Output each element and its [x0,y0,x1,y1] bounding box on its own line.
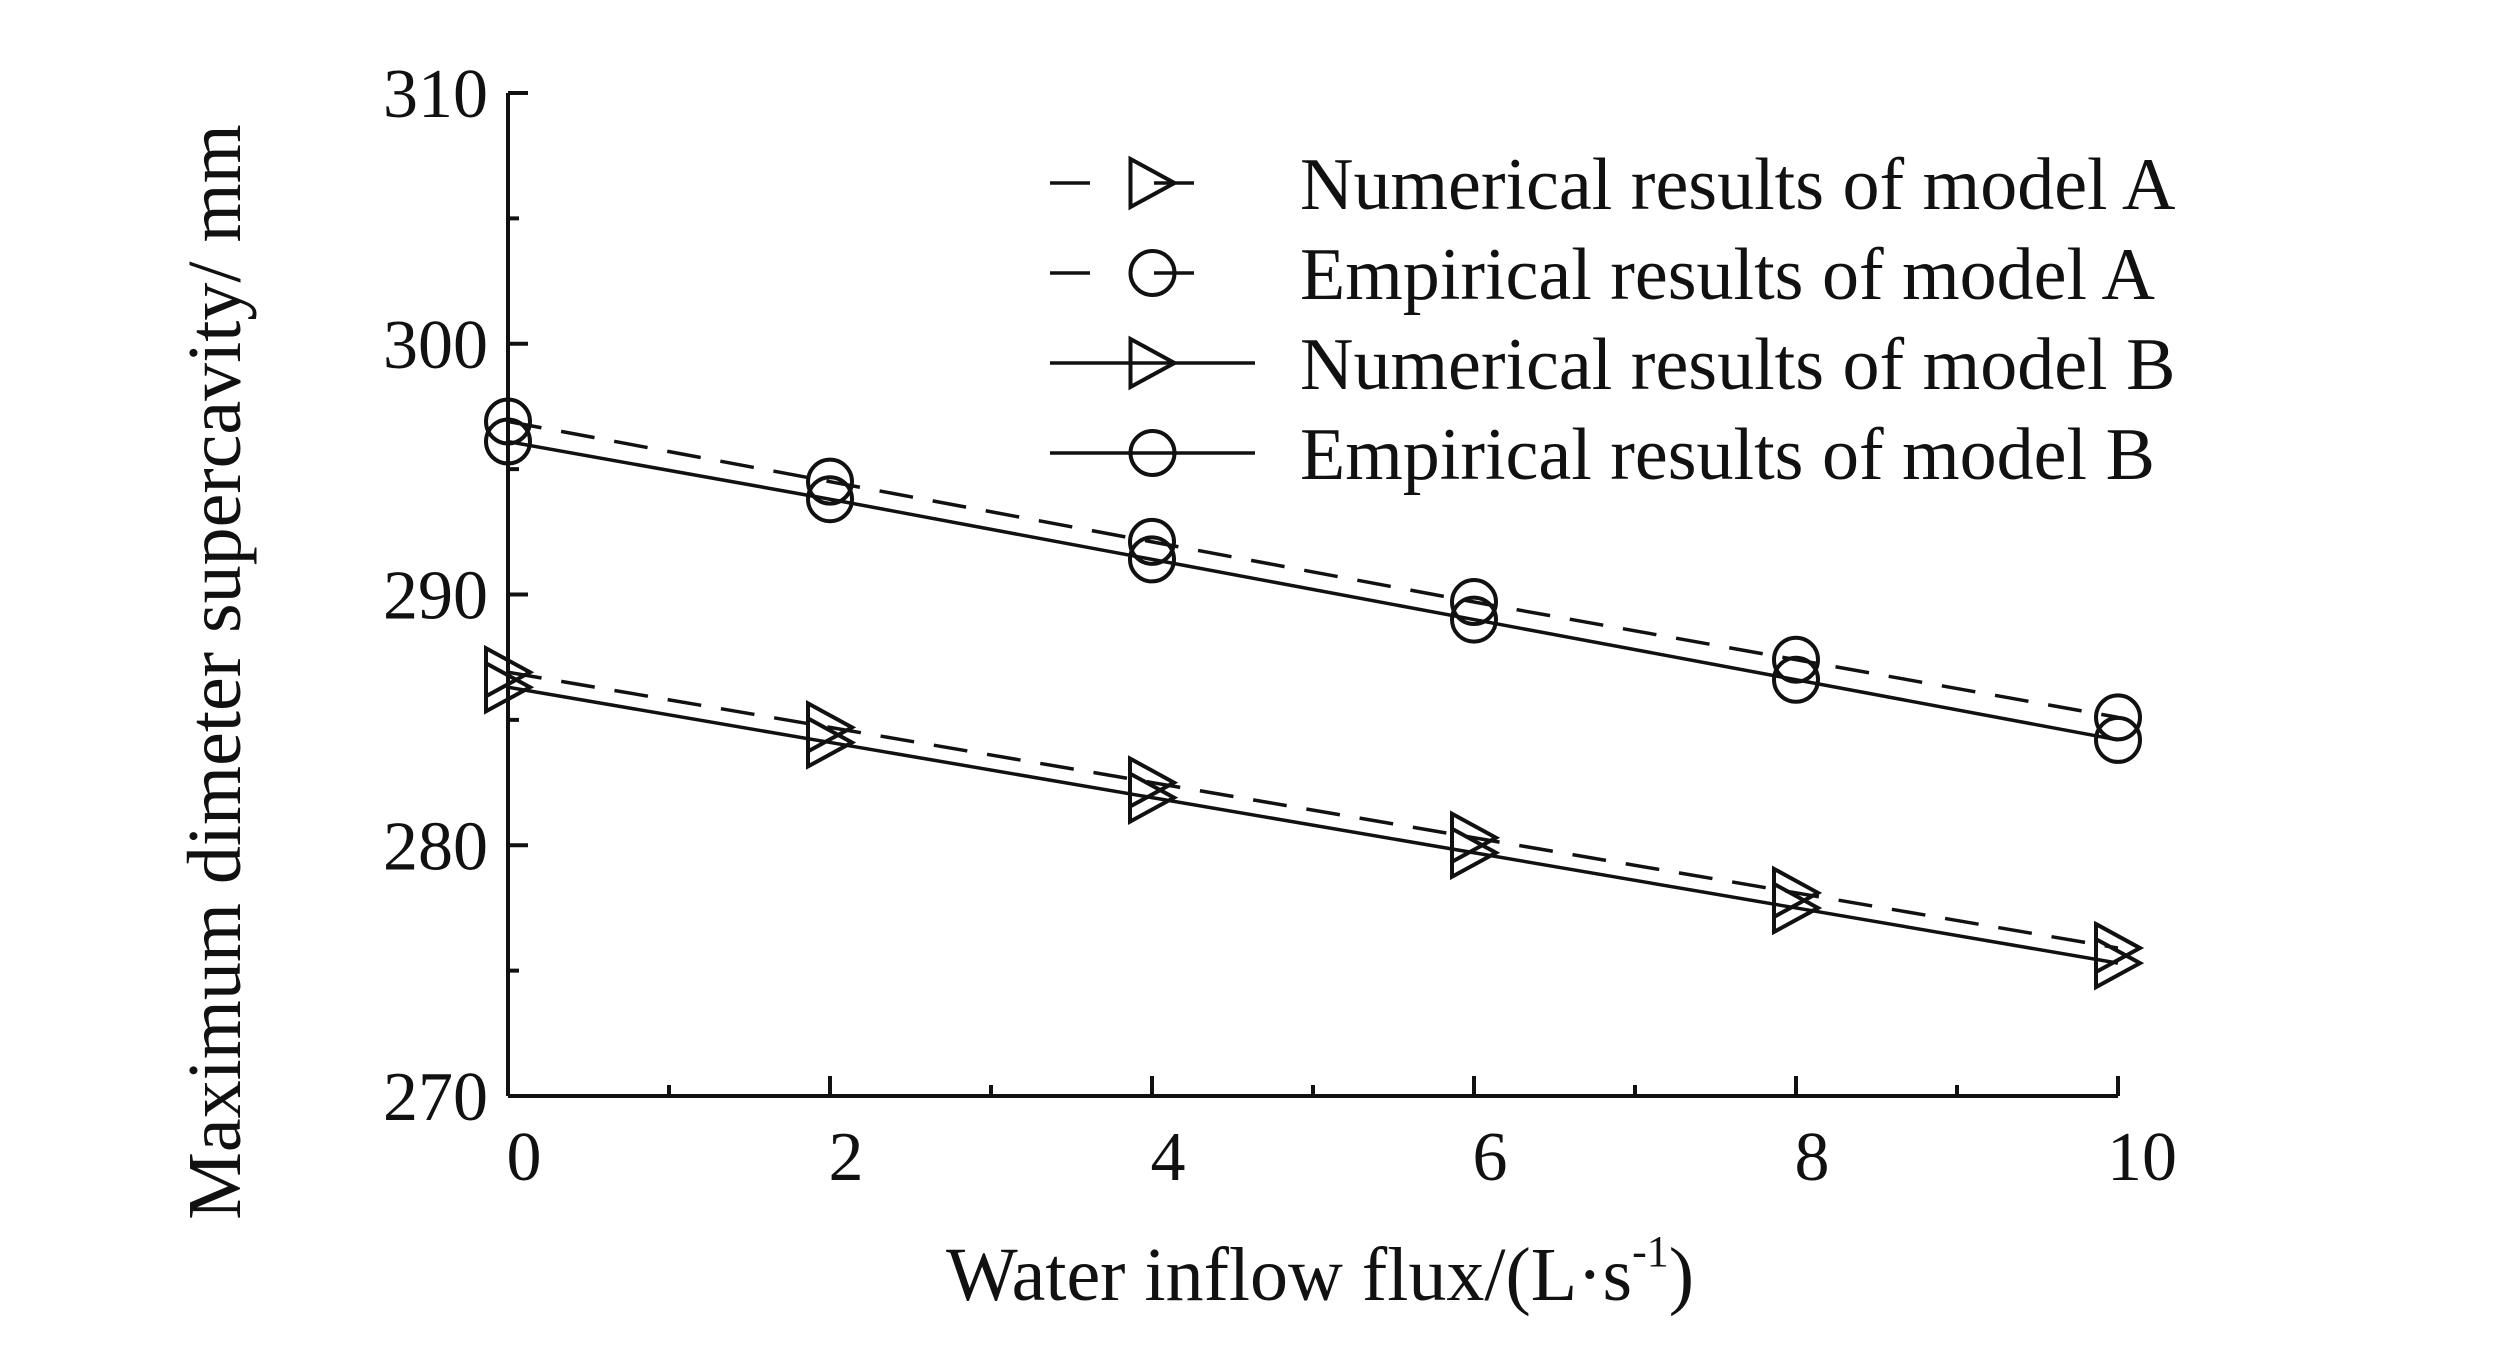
x-tick-label: 6 [1473,1119,1508,1196]
series-line-2 [507,419,2119,720]
data-point [1128,517,1176,566]
tick-labels: 0 2 4 6 8 10 270 280 290 300 310 [383,56,2177,1196]
data-point [2094,693,2142,742]
data-point [1450,578,1498,627]
legend-marker [1128,155,1179,211]
series-line-3 [507,685,2119,965]
y-axis-title: Maximum dimeter supercavity/ mm [173,124,257,1219]
data-point [1128,535,1176,584]
ticks [506,91,2120,1098]
x-tick-label: 8 [1795,1119,1830,1196]
y-tick-label: 290 [383,558,488,635]
data-point [1128,770,1179,825]
legend-label: Numerical results of model A [1300,144,2175,226]
x-tick-label: 4 [1151,1119,1186,1196]
x-axis-title-tail: ) [1669,1233,1694,1317]
data-point [806,475,854,524]
data-point [806,457,854,506]
legend-marker [1128,335,1179,391]
y-tick-label: 270 [383,1059,488,1136]
data-point [1772,655,1820,704]
legend-label: Empirical results of model B [1300,414,2155,496]
data-point [2094,935,2145,991]
data-point [1772,880,1823,936]
legend-label: Numerical results of model B [1300,324,2175,406]
x-axis-title-main: Water inflow flux/(L·s [946,1233,1632,1317]
data-point [806,715,857,770]
legend-label: Empirical results of model A [1300,234,2155,316]
plot-lines [507,419,2119,965]
data-point [1450,825,1501,881]
y-tick-label: 310 [383,56,488,133]
legend-marker [1128,249,1177,297]
data-point [1450,595,1498,644]
x-axis-title-superscript: -1 [1632,1227,1669,1276]
x-tick-label: 0 [507,1119,542,1196]
x-axis-title: Water inflow flux/(L·s-1) [946,1227,1694,1317]
data-point [1772,635,1820,684]
y-tick-label: 300 [383,307,488,384]
x-tick-label: 10 [2107,1119,2177,1196]
legend-marker [1128,429,1177,477]
series-line-1 [507,670,2119,950]
y-tick-label: 280 [383,808,488,885]
x-tick-label: 2 [829,1119,864,1196]
data-point [2094,715,2142,764]
series-line-4 [507,439,2119,742]
